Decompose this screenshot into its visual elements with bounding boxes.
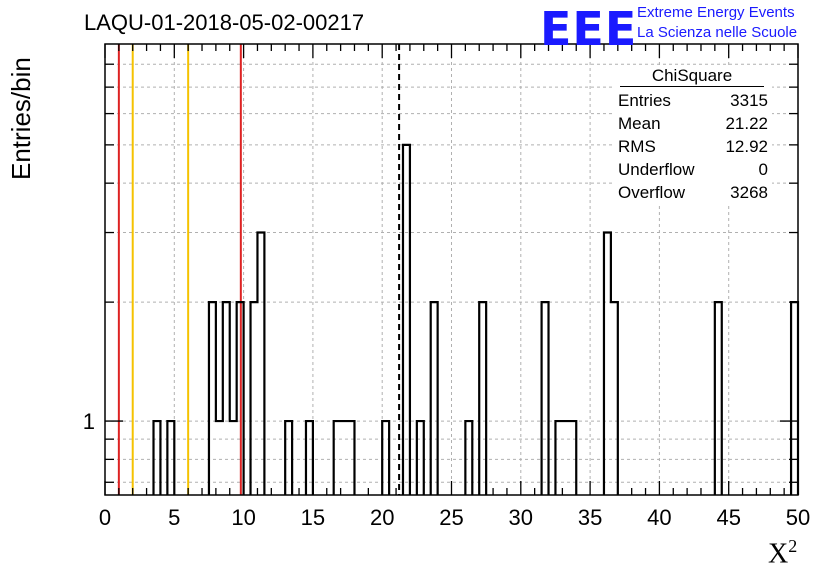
histogram-outline (152, 143, 800, 495)
stats-label: Overflow (618, 183, 686, 202)
eee-logo: EEE (540, 2, 638, 56)
x-tick-label: 45 (716, 505, 740, 530)
stats-label: Mean (618, 114, 661, 133)
x-tick-label: 25 (439, 505, 463, 530)
x-tick-label: 5 (168, 505, 180, 530)
x-axis-label: X2 (768, 536, 797, 570)
x-tick-label: 0 (99, 505, 111, 530)
x-tick-label: 50 (786, 505, 810, 530)
histogram-bin (216, 421, 223, 495)
histogram-bin (341, 421, 348, 495)
stats-value: 3268 (730, 183, 768, 202)
logo-line-2: La Scienza nelle Scuole (637, 24, 798, 41)
axis-ticks (104, 44, 799, 495)
logo-line-1: Extreme Energy Events (637, 4, 795, 21)
stats-value: 3315 (730, 91, 768, 110)
stats-row-rms: RMS 12.92 (612, 135, 772, 158)
chart-title: LAQU-01-2018-05-02-00217 (84, 10, 365, 35)
x-tick-label: 30 (509, 505, 533, 530)
x-axis-label-exponent: 2 (788, 536, 798, 556)
stats-value: 21.22 (725, 114, 768, 133)
stats-title: ChiSquare (620, 66, 764, 87)
stats-label: RMS (618, 137, 656, 156)
x-tick-label: 35 (578, 505, 602, 530)
stats-box: ChiSquare Entries 3315 Mean 21.22 RMS 12… (612, 66, 772, 204)
stats-row-mean: Mean 21.22 (612, 112, 772, 135)
x-tick-label: 40 (647, 505, 671, 530)
stats-value: 0 (758, 160, 768, 179)
stats-label: Entries (618, 91, 671, 110)
histogram-bars (152, 143, 800, 495)
stats-label: Underflow (618, 160, 695, 179)
x-tick-label: 10 (231, 505, 255, 530)
stats-row-entries: Entries 3315 (612, 89, 772, 112)
x-axis-label-base: X (768, 538, 789, 570)
y-axis-label: Entries/bin (6, 57, 36, 180)
stats-row-underflow: Underflow 0 (612, 158, 772, 181)
stats-value: 12.92 (725, 137, 768, 156)
x-tick-label: 15 (301, 505, 325, 530)
y-tick-label: 1 (83, 409, 95, 434)
stats-row-overflow: Overflow 3268 (612, 181, 772, 204)
histogram-bin (230, 421, 237, 495)
x-tick-label: 20 (370, 505, 394, 530)
marker-lines (117, 44, 401, 495)
histogram-bin (562, 421, 569, 495)
tick-labels: 0 5 10 15 20 25 30 35 40 45 50 1 (83, 409, 810, 530)
